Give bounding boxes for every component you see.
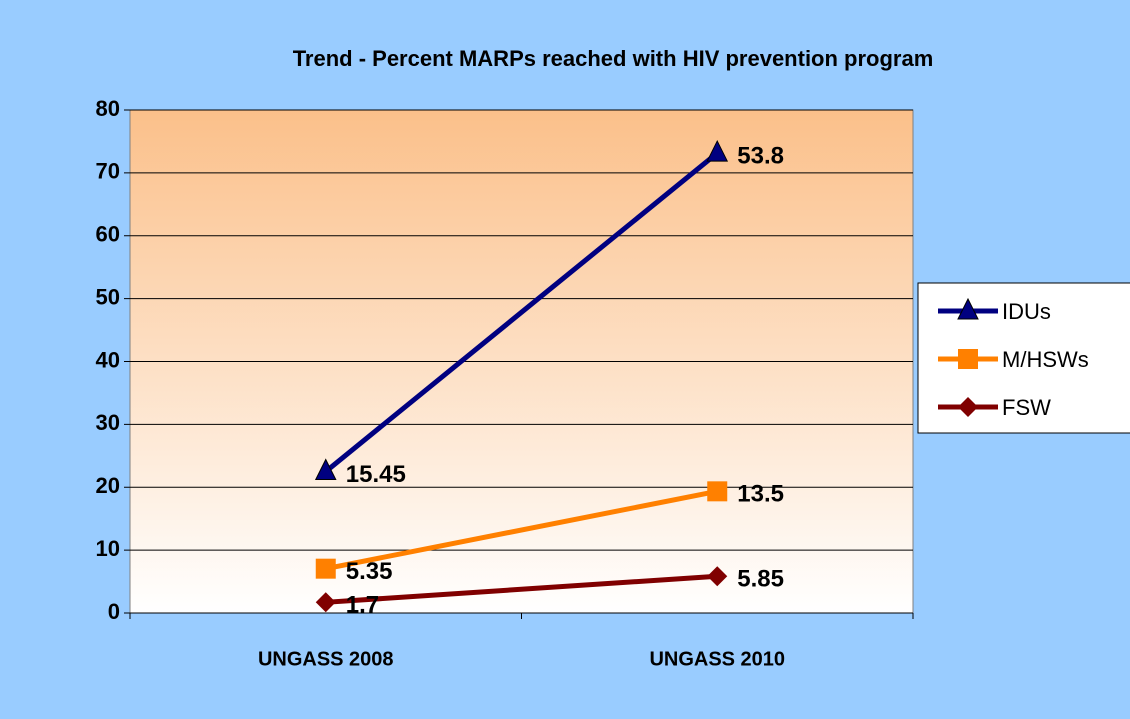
x-tick-label: UNGASS 2010 [649,648,785,670]
marker [707,566,728,587]
series-line [325,488,718,572]
data-label: 5.35 [346,558,393,585]
marker [706,139,729,162]
marker [315,558,336,579]
y-tick-label: 60 [96,222,120,247]
data-label: 5.85 [737,566,784,593]
legend-marker [958,349,978,369]
marker [315,592,336,613]
y-tick-label: 20 [96,473,120,498]
y-tick-label: 80 [96,96,120,121]
marker [707,481,728,502]
y-tick-label: 50 [96,284,120,309]
series-line [324,151,719,474]
data-label: 1.7 [346,592,379,619]
series-line [325,573,718,605]
y-tick-label: 40 [96,347,120,372]
data-label: 15.45 [346,461,406,488]
y-tick-label: 10 [96,536,120,561]
chart-title: Trend - Percent MARPs reached with HIV p… [293,46,934,71]
legend-label: IDUs [1002,299,1051,324]
marker [314,458,337,481]
legend-marker [957,297,979,320]
y-tick-label: 70 [96,159,120,184]
legend-marker [958,397,978,417]
y-tick-label: 0 [108,599,120,624]
legend-label: M/HSWs [1002,347,1089,372]
data-label: 13.5 [737,481,784,508]
y-tick-label: 30 [96,410,120,435]
data-label: 53.8 [737,142,784,169]
legend-label: FSW [1002,395,1051,420]
x-tick-label: UNGASS 2008 [258,648,394,670]
